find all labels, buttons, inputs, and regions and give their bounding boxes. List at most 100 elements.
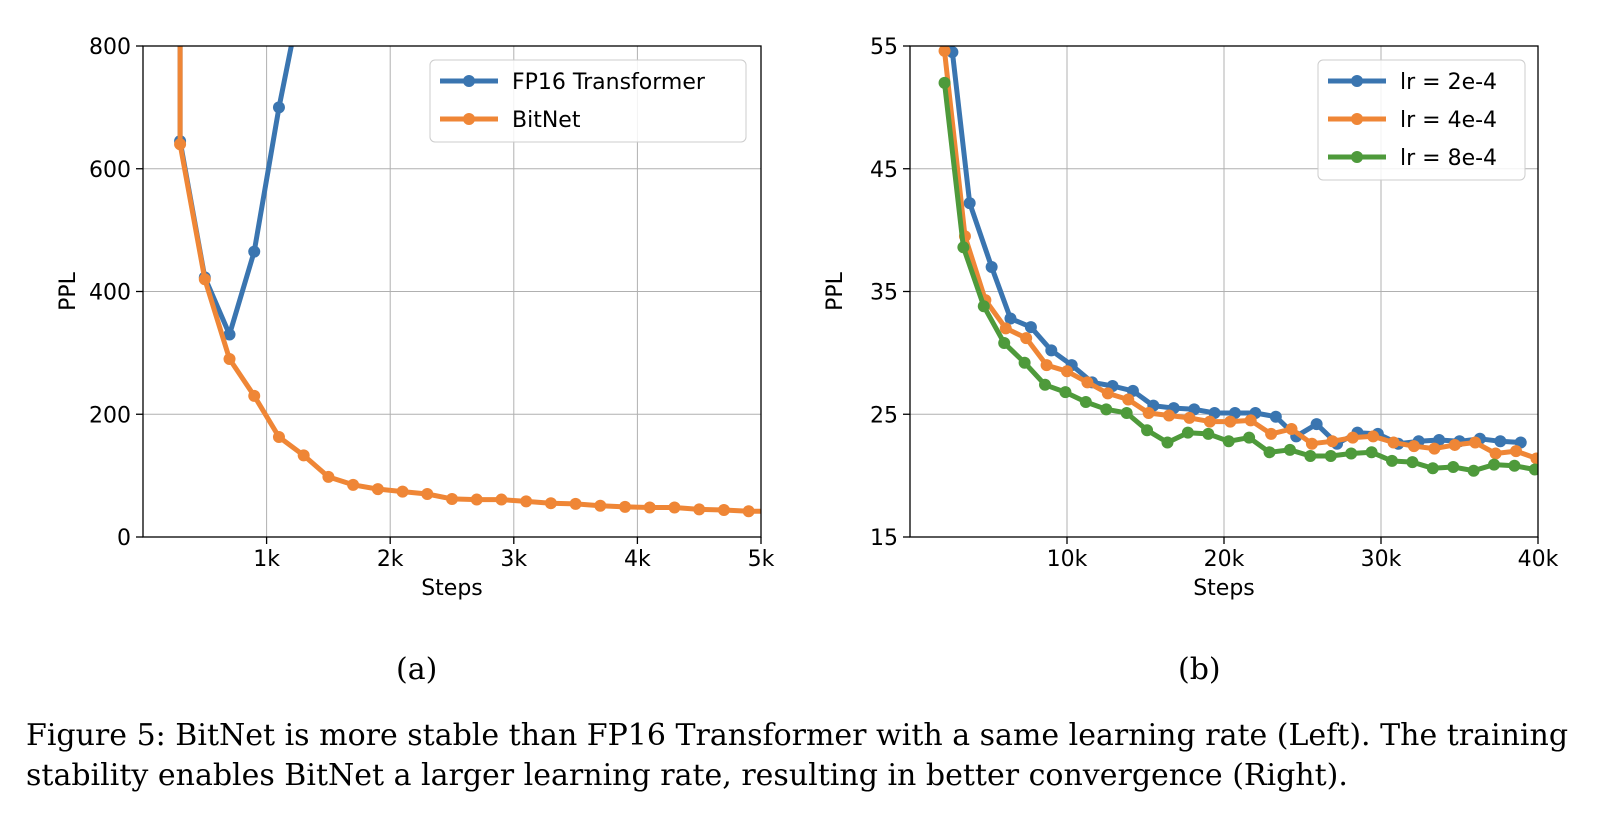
panel-b-y-tick-label: 45 xyxy=(870,158,898,183)
panel-b-series-2-point xyxy=(998,337,1011,350)
panel-b-legend-swatch-marker xyxy=(1351,75,1363,87)
panel-b-series-0-point xyxy=(1494,435,1507,448)
panel-b-series-1-point xyxy=(1326,435,1339,448)
panel-b-series-0-point xyxy=(1045,344,1058,357)
panel-b-series-2-point xyxy=(1508,459,1521,472)
panel-b-series-1-point xyxy=(1244,414,1257,427)
panel-b-y-axis-label: PPL xyxy=(823,271,848,311)
panel-b-legend-label: lr = 8e-4 xyxy=(1400,146,1497,171)
panel-a-series-1-point xyxy=(470,493,483,506)
panel-a-legend-box xyxy=(429,59,747,143)
panel-b-series-1-point xyxy=(1061,365,1073,378)
panel-a-series-1-point xyxy=(322,470,335,483)
panel-b-series-2-point xyxy=(1263,446,1276,459)
panel-b-legend-label: lr = 2e-4 xyxy=(1400,70,1497,95)
panel-a-series-1-point xyxy=(594,499,607,512)
panel-a-x-tick-label: 1k xyxy=(253,547,280,572)
panel-a-series-0-point xyxy=(248,245,261,258)
panel-b-y-tick-label: 15 xyxy=(870,526,898,551)
panel-a-series-1-point xyxy=(495,493,508,506)
panel-a-series-1-point xyxy=(446,492,458,505)
panel-b-x-tick-label: 20k xyxy=(1204,547,1245,572)
panel-b-series-2-point xyxy=(1120,407,1133,420)
panel-a-x-tick-label: 3k xyxy=(500,547,527,572)
panel-b-series-2-point xyxy=(1181,426,1194,439)
panel-b-plot-area xyxy=(938,46,1538,477)
panel-a-series-1-point xyxy=(643,501,656,514)
panel-b-x-tick-label: 30k xyxy=(1361,547,1402,572)
panel-b-series-1-point xyxy=(1305,437,1318,450)
panel-a-series-1-point xyxy=(272,430,285,443)
panel-b-series-1-point xyxy=(1040,359,1053,372)
panel-a-y-tick-label: 800 xyxy=(89,35,131,60)
panel-a-legend-swatch-marker xyxy=(463,75,475,87)
panel-a-series-1-point xyxy=(421,488,434,501)
panel-a-series-0-point xyxy=(223,328,236,341)
panel-b-series-1-point xyxy=(1448,438,1461,451)
panel-b-series-2-point xyxy=(1141,424,1154,437)
panel-a-series-1-point xyxy=(198,273,211,286)
panel-b-series-2-point xyxy=(1528,463,1538,476)
panel-a-series-1-point xyxy=(717,503,730,516)
panel-b-series-1-point xyxy=(1183,411,1196,424)
panel-a-legend-swatch-marker xyxy=(463,113,475,125)
panel-a-series-1-point xyxy=(693,503,706,516)
panel-b-x-tick-label: 10k xyxy=(1047,547,1088,572)
panel-b-series-2-point xyxy=(1406,456,1419,469)
panel-a-plot-area xyxy=(174,46,761,518)
panel-a-legend-label: BitNet xyxy=(512,108,581,133)
panel-a-series-1-point xyxy=(223,353,236,366)
panel-b-series-1-point xyxy=(1346,431,1359,444)
panel-b-series-1-point xyxy=(1489,447,1502,460)
panel-b-legend-box xyxy=(1317,59,1526,181)
panel-b-series-2-point xyxy=(1488,458,1501,471)
panel-b-series-1-point xyxy=(1203,415,1216,428)
panel-b-series-1-point xyxy=(1081,376,1094,389)
panel-a-y-tick-label: 200 xyxy=(89,403,131,428)
panel-b-series-1-point xyxy=(1163,409,1176,422)
panel-b-series-2-point xyxy=(1304,449,1317,462)
panel-b-series-2-point xyxy=(1324,449,1337,462)
panel-b-y-tick-label: 55 xyxy=(870,35,898,60)
panel-b-series-1-point xyxy=(1020,332,1033,345)
panel-b-series-0-point xyxy=(985,260,998,273)
panel-b-series-2-point xyxy=(1079,395,1092,408)
panel-b-series-0-point xyxy=(963,197,976,210)
panel-b-series-1-point xyxy=(1142,407,1155,420)
panel-b-series-2-point xyxy=(1365,446,1378,459)
panel-b-series-2-point xyxy=(1161,436,1174,449)
panel-b-legend-swatch-marker xyxy=(1351,113,1363,125)
panel-a-chart: 1k 2k 3k 4k 5k 0 200 400 600 800 Steps PPL FP16 Tran… xyxy=(56,35,775,601)
panel-b-series-1-point xyxy=(1469,436,1482,449)
panel-b-y-tick-label: 25 xyxy=(870,403,898,428)
panel-b-series-2-point xyxy=(1345,447,1358,460)
panel-b-x-axis-label: Steps xyxy=(1193,576,1255,601)
panel-b-series-0-point xyxy=(1310,418,1323,431)
panel-a-series-1-point xyxy=(396,485,409,498)
panel-b-series-2-point xyxy=(1202,427,1215,440)
panel-a-x-tick-label: 2k xyxy=(377,547,404,572)
panel-b-x-tick-label: 40k xyxy=(1518,547,1559,572)
panel-b-series-2-point xyxy=(1385,454,1398,467)
panel-a-legend: FP16 Transformer BitNet xyxy=(429,59,747,143)
panel-a-y-tick-label: 400 xyxy=(89,281,131,306)
panel-b-legend: lr = 2e-4 lr = 4e-4 lr = 8e-4 xyxy=(1317,59,1526,181)
panel-a-x-axis-label: Steps xyxy=(421,576,483,601)
panel-b-label: (b) xyxy=(1178,652,1221,687)
panel-a-series-1-point xyxy=(248,389,261,402)
panel-b-series-2-point xyxy=(1100,403,1113,416)
panel-b-series-0-point xyxy=(1269,410,1282,423)
panel-b-y-tick-label: 35 xyxy=(870,281,898,306)
panel-b-series-1-point xyxy=(1101,387,1114,400)
panel-b-series-1-point xyxy=(1285,422,1298,435)
panel-b-series-2-point xyxy=(957,241,970,254)
panel-a-y-tick-label: 600 xyxy=(89,158,131,183)
panel-a-series-1-point xyxy=(742,505,755,518)
panel-a-series-1-point xyxy=(544,497,557,510)
panel-b-series-2-point xyxy=(1426,462,1439,475)
panel-b-series-0-point xyxy=(1024,321,1037,334)
panel-a-y-tick-label: 0 xyxy=(117,526,131,551)
panel-a-series-1-point xyxy=(668,501,681,514)
panel-b-series-2-point xyxy=(1059,386,1072,399)
panel-a-series-1-point xyxy=(174,138,187,151)
